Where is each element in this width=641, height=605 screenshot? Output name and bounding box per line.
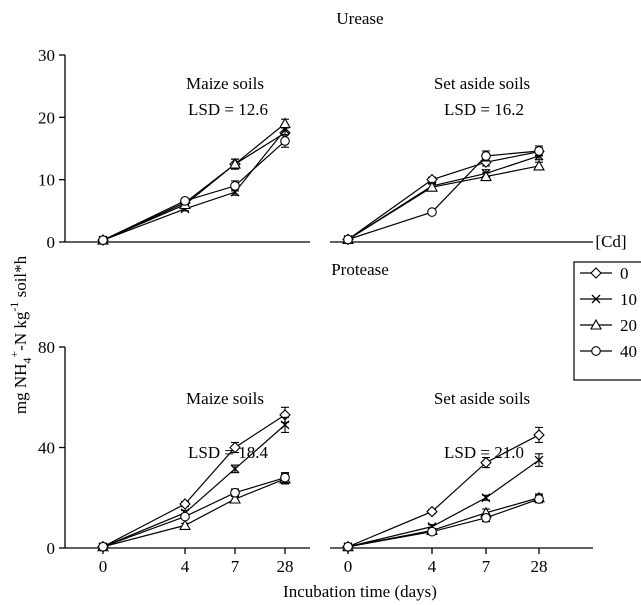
data-point [180, 511, 190, 522]
data-point [427, 207, 437, 217]
x-tick-label: 4 [428, 557, 437, 576]
x-axis-label: Incubation time (days) [283, 582, 437, 601]
data-point [534, 146, 544, 156]
x-tick-label: 28 [277, 557, 294, 576]
data-point [343, 541, 353, 552]
series-line-cd40 [347, 150, 540, 241]
data-point [180, 196, 190, 206]
legend-entries: 0 10 20 40 [580, 264, 637, 361]
data-point [426, 181, 438, 192]
series-line-cd0 [347, 434, 540, 548]
legend-marker [590, 318, 602, 330]
data-point [179, 498, 191, 510]
lsd-annotation: LSD = 21.0 [444, 443, 524, 462]
marker-x-stroke [534, 455, 544, 465]
series-line-cd10 [102, 424, 286, 548]
series-line-cd20 [102, 478, 286, 548]
panel-label: Set aside soils [434, 74, 530, 93]
legend-label: 10 [620, 290, 637, 309]
legend-title: [Cd] [595, 232, 626, 251]
marker-x-stroke [481, 493, 491, 503]
series-line-cd10 [102, 129, 286, 241]
panel-label: Maize soils [186, 74, 264, 93]
data-point [427, 526, 437, 537]
series-line-cd20 [102, 123, 286, 241]
marker-x-stroke [230, 464, 240, 474]
plot-layer [97, 117, 545, 553]
y-axis-label: mg NH4+-N kg-1 soil*h [7, 255, 34, 414]
data-point [534, 455, 544, 465]
y-tick-label: 20 [38, 108, 55, 127]
data-point [280, 472, 290, 483]
lsd-annotation: LSD = 12.6 [188, 100, 268, 119]
marker-x-stroke [280, 420, 290, 430]
y-tick-label: 80 [38, 338, 55, 357]
marker-x-stroke [591, 294, 601, 304]
data-point [98, 541, 108, 552]
data-point [480, 456, 492, 469]
legend-marker [590, 267, 602, 279]
series-line-cd0 [102, 132, 286, 241]
data-point [230, 487, 240, 498]
legend-label: 0 [620, 264, 629, 283]
data-point [481, 151, 491, 161]
series-line-cd40 [102, 140, 286, 241]
data-point [343, 234, 353, 245]
lsd-annotation: LSD = 16.2 [444, 100, 524, 119]
row-title: Urease [336, 9, 383, 28]
legend-marker [591, 346, 601, 356]
axes-layer: 0 10 20 30 0 40 80 0 4 7 28 0 4 7 28 [38, 46, 593, 576]
data-point [480, 170, 492, 182]
legend-marker [591, 294, 601, 304]
x-tick-label: 0 [99, 557, 108, 576]
legend-label: 40 [620, 342, 637, 361]
x-tick-label: 7 [482, 557, 491, 576]
legend-label: 20 [620, 316, 637, 335]
panel-label: Maize soils [186, 389, 264, 408]
data-point [179, 519, 191, 530]
x-tick-label: 0 [344, 557, 353, 576]
legend-box [573, 261, 641, 381]
data-point [533, 429, 545, 441]
data-point [279, 117, 291, 129]
data-point [229, 441, 241, 454]
row-title: Protease [331, 260, 389, 279]
series-line-cd40 [347, 498, 540, 548]
text-layer: Urease Maize soils LSD = 12.6 Set aside soi… [186, 9, 530, 462]
x-tick-label: 4 [181, 557, 190, 576]
y-tick-label: 30 [38, 46, 55, 65]
data-point [229, 492, 241, 504]
series-line-cd20 [347, 497, 540, 548]
series-line-cd10 [347, 155, 540, 241]
y-tick-label: 40 [38, 439, 55, 458]
data-point [280, 420, 290, 430]
series-line-cd0 [102, 414, 286, 548]
data-point [280, 136, 290, 146]
data-point [481, 512, 491, 523]
panel-label: Set aside soils [434, 389, 530, 408]
data-point [230, 464, 240, 474]
y-tick-label: 0 [47, 233, 56, 252]
series-line-cd40 [102, 477, 286, 548]
y-tick-label: 10 [38, 171, 55, 190]
data-point [534, 494, 544, 504]
x-tick-label: 28 [531, 557, 548, 576]
data-point [229, 157, 241, 169]
data-point [533, 159, 545, 171]
series-line-cd10 [347, 459, 540, 548]
x-tick-label: 7 [231, 557, 240, 576]
data-point [426, 505, 438, 518]
data-point [481, 493, 491, 503]
series-line-cd20 [347, 165, 540, 241]
series-line-cd0 [347, 151, 540, 240]
data-point [98, 235, 108, 245]
y-tick-label: 0 [47, 539, 56, 558]
lsd-annotation: LSD = 18.4 [188, 443, 268, 462]
data-point [230, 181, 240, 191]
